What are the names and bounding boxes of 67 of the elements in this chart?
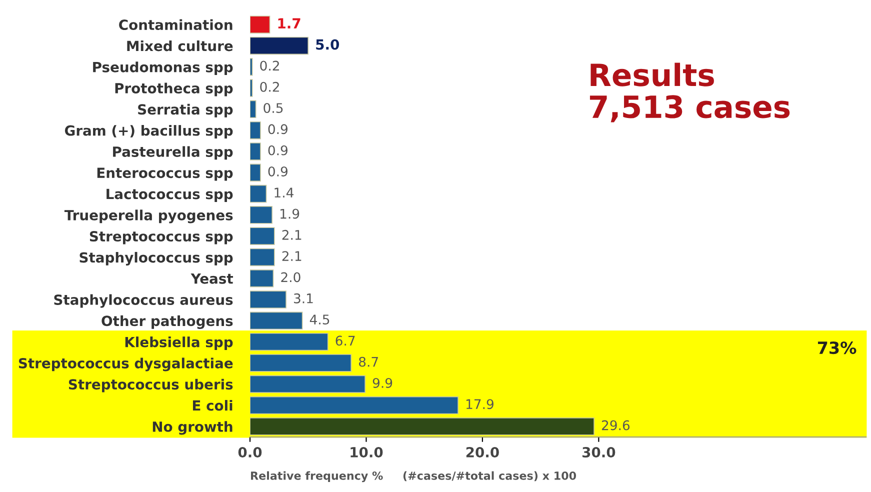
y-tick-label: Lactococcus spp — [106, 188, 233, 202]
data-label: 2.1 — [282, 251, 302, 261]
bar — [250, 248, 275, 266]
data-label: 1.9 — [280, 208, 300, 219]
bar — [250, 312, 303, 330]
y-tick-label: E coli — [192, 400, 232, 411]
data-label: 0.5 — [264, 103, 283, 114]
y-tick-label: Trueperella pyogenes — [64, 210, 233, 224]
data-label: 2.0 — [281, 272, 300, 282]
data-label: 0.2 — [260, 82, 279, 92]
data-label: 0.9 — [268, 145, 288, 156]
bar — [250, 206, 273, 224]
bar — [250, 164, 261, 182]
y-tick-label: Staphylococcus spp — [80, 252, 233, 266]
data-label: 1.7 — [278, 18, 300, 28]
data-label: 17.9 — [466, 399, 494, 410]
y-tick-label: Pseudomonas spp — [93, 62, 233, 76]
data-label: 6.7 — [336, 336, 355, 346]
y-tick-label: Streptococcus uberis — [68, 378, 233, 392]
bar — [250, 375, 366, 394]
y-tick-label: Pasteurella spp — [113, 146, 233, 160]
x-tick-label: 10.0 — [350, 446, 383, 458]
bar — [250, 16, 270, 34]
bar — [250, 354, 352, 372]
x-axis-title: Relative frequency % (#cases/#total cases) x 100 — [251, 471, 576, 482]
y-tick-label: Mixed culture — [127, 40, 233, 52]
bar — [250, 184, 267, 203]
data-label: 8.7 — [358, 356, 378, 367]
bar — [250, 79, 253, 97]
band-label: 73% — [818, 341, 856, 354]
y-tick-label: Streptococcus dysgalactiae — [18, 358, 233, 372]
data-label: 5.0 — [316, 39, 340, 50]
bar — [250, 418, 594, 436]
bar — [250, 121, 261, 140]
y-tick-label: Gram (+) bacillus spp — [64, 125, 233, 138]
bar — [250, 396, 458, 414]
y-tick-label: Other pathogens — [102, 315, 233, 329]
bar — [250, 269, 274, 288]
y-tick-label: Contamination — [119, 19, 232, 30]
data-label: 1.4 — [274, 188, 294, 198]
data-label: 29.6 — [602, 420, 630, 430]
y-tick-label: Prototheca spp — [115, 82, 233, 96]
x-tick-label: 30.0 — [582, 446, 616, 458]
data-label: 0.9 — [268, 124, 288, 134]
y-tick-label: Klebsiella spp — [125, 336, 233, 350]
data-label: 2.1 — [282, 230, 302, 240]
x-tick-label: 20.0 — [466, 446, 499, 458]
y-tick-label: Serratia spp — [138, 104, 233, 118]
bar — [250, 290, 286, 308]
bar — [250, 36, 309, 55]
y-tick-label: Enterococcus spp — [97, 168, 233, 181]
bar — [250, 100, 256, 118]
bar — [250, 227, 275, 245]
data-label: 9.9 — [372, 378, 392, 388]
bar — [250, 332, 328, 351]
data-label: 0.2 — [260, 60, 279, 71]
y-tick-label: Yeast — [190, 274, 234, 284]
data-label: 0.9 — [268, 166, 288, 176]
x-tick-label: 0.0 — [238, 446, 262, 458]
y-tick-label: Streptococcus spp — [90, 231, 233, 244]
annotation: Results 7,513 cases — [590, 62, 790, 122]
data-label: 4.5 — [310, 314, 330, 325]
y-tick-label: Staphylococcus aureus — [54, 294, 233, 308]
y-tick-label: No growth — [152, 421, 232, 435]
bar — [250, 58, 253, 76]
data-label: 3.1 — [294, 293, 313, 304]
bar — [250, 142, 261, 160]
